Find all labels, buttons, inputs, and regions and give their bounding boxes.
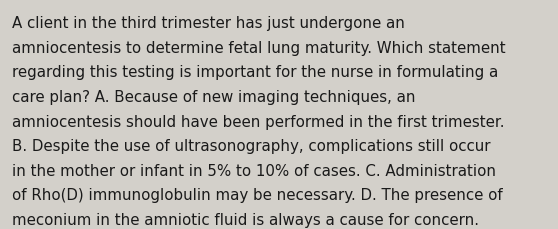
Text: care plan? A. Because of new imaging techniques, an: care plan? A. Because of new imaging tec… <box>12 90 416 104</box>
Text: in the mother or infant in 5% to 10% of cases. C. Administration: in the mother or infant in 5% to 10% of … <box>12 163 496 178</box>
Text: amniocentesis to determine fetal lung maturity. Which statement: amniocentesis to determine fetal lung ma… <box>12 41 506 55</box>
Text: B. Despite the use of ultrasonography, complications still occur: B. Despite the use of ultrasonography, c… <box>12 139 491 153</box>
Text: meconium in the amniotic fluid is always a cause for concern.: meconium in the amniotic fluid is always… <box>12 212 479 227</box>
Text: amniocentesis should have been performed in the first trimester.: amniocentesis should have been performed… <box>12 114 505 129</box>
Text: of Rho(D) immunoglobulin may be necessary. D. The presence of: of Rho(D) immunoglobulin may be necessar… <box>12 188 503 202</box>
Text: A client in the third trimester has just undergone an: A client in the third trimester has just… <box>12 16 405 31</box>
Text: regarding this testing is important for the nurse in formulating a: regarding this testing is important for … <box>12 65 498 80</box>
